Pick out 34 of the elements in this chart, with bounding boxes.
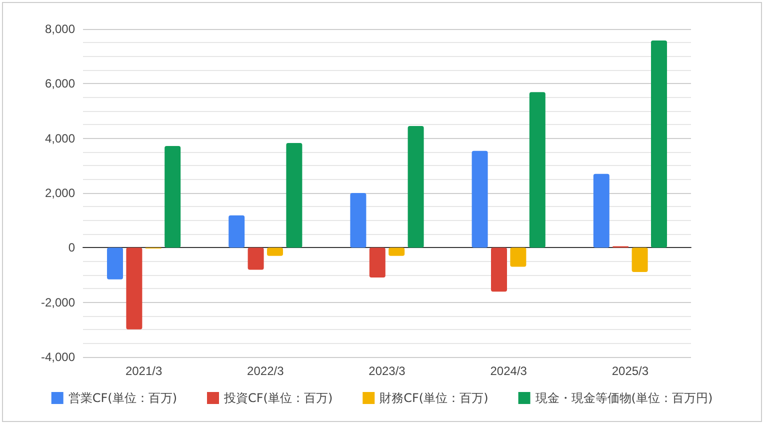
- x-tick-label: 2024/3: [490, 364, 528, 378]
- y-tick-label: 0: [68, 240, 76, 255]
- bar: [369, 248, 386, 278]
- x-tick-label: 2021/3: [125, 364, 162, 378]
- legend-label: 営業CF(単位：百万): [68, 391, 178, 405]
- y-tick-label: -2,000: [40, 295, 76, 310]
- bar: [388, 248, 405, 256]
- bar: [408, 126, 424, 248]
- y-tick-label: 8,000: [44, 22, 76, 36]
- y-tick-label: 4,000: [44, 131, 76, 146]
- bar: [164, 146, 181, 248]
- bar: [651, 40, 667, 248]
- bar: [491, 248, 507, 292]
- bar: [286, 142, 302, 248]
- bar: [593, 174, 610, 248]
- x-tick-label: 2025/3: [612, 364, 649, 378]
- bar: [472, 150, 488, 248]
- y-tick-label: 2,000: [44, 186, 76, 200]
- legend-label: 現金・現金等価物(単位：百万円): [535, 391, 713, 405]
- bar: [248, 248, 264, 270]
- bar: [632, 248, 648, 272]
- x-tick-label: 2023/3: [368, 364, 406, 378]
- bar: [228, 215, 245, 248]
- bar: [510, 248, 526, 267]
- bar: [107, 248, 123, 280]
- x-tick-label: 2022/3: [247, 364, 284, 378]
- bar: [267, 248, 283, 256]
- bar: [126, 248, 142, 330]
- bar: [350, 193, 366, 248]
- y-tick-label: -4,000: [40, 350, 76, 364]
- legend-label: 投資CF(単位：百万): [222, 391, 333, 405]
- bar: [529, 92, 546, 248]
- legend-label: 財務CF(単位：百万): [380, 391, 488, 405]
- y-tick-label: 6,000: [44, 76, 76, 91]
